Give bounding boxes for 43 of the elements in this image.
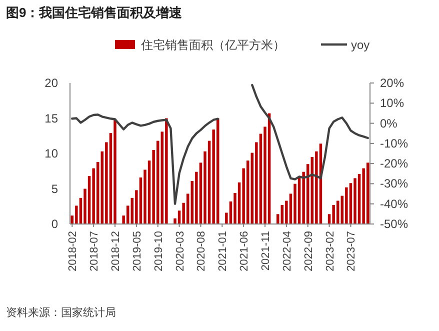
x-tick-label: 2021-06: [238, 231, 251, 272]
legend-label: yoy: [351, 38, 370, 52]
y2-tick-label: 20%: [380, 76, 404, 90]
y2-tick-label: 0%: [380, 116, 398, 130]
x-tick-label: 2019-05: [131, 231, 144, 272]
bar: [345, 187, 348, 224]
bar: [96, 162, 100, 224]
x-tick-label: 2020-08: [196, 231, 208, 272]
y2-tick-label: 10%: [380, 96, 404, 110]
x-tick-label: 2018-02: [67, 231, 80, 272]
x-tick-label: 2022-04: [281, 231, 294, 272]
y2-tick-label: -30%: [380, 176, 408, 191]
bar: [336, 200, 340, 224]
y2-tick-label: -10%: [380, 136, 408, 150]
bar: [165, 118, 168, 224]
y2-tick-label: -40%: [380, 196, 408, 211]
bar: [186, 194, 190, 224]
y-tick-label: 15: [44, 111, 58, 126]
x-tick-label: 2020-03: [174, 231, 186, 272]
bar: [246, 160, 250, 224]
y-tick-label: 0: [51, 217, 58, 231]
bar: [156, 140, 160, 224]
bar: [114, 118, 116, 224]
x-tick-label: 2023-02: [324, 231, 336, 272]
y2-tick-label: -20%: [380, 156, 408, 171]
bar: [126, 206, 130, 224]
y-tick-label: 5: [51, 182, 58, 196]
y2-tick-label: -50%: [380, 217, 408, 231]
x-tick-label: 2022-09: [302, 231, 315, 272]
bar: [366, 162, 370, 224]
x-tick-label: 2023-07: [346, 231, 358, 272]
x-tick-label: 2021-01: [217, 231, 230, 272]
x-tick-label: 2019-10: [152, 231, 165, 272]
x-tick-label: 2018-07: [88, 231, 101, 272]
y-tick-label: 10: [44, 146, 58, 160]
text: 资料来源：国家统计局: [6, 306, 116, 319]
x-tick-label: 2018-12: [110, 231, 122, 272]
x-tick-label: 2021-11: [260, 231, 272, 271]
y-tick-label: 20: [44, 76, 58, 90]
legend-label: 住宅销售面积（亿平方米）: [140, 38, 285, 52]
chart-title: 图9：我国住宅销售面积及增速: [6, 5, 184, 20]
bar: [332, 204, 335, 224]
bar: [354, 178, 356, 224]
